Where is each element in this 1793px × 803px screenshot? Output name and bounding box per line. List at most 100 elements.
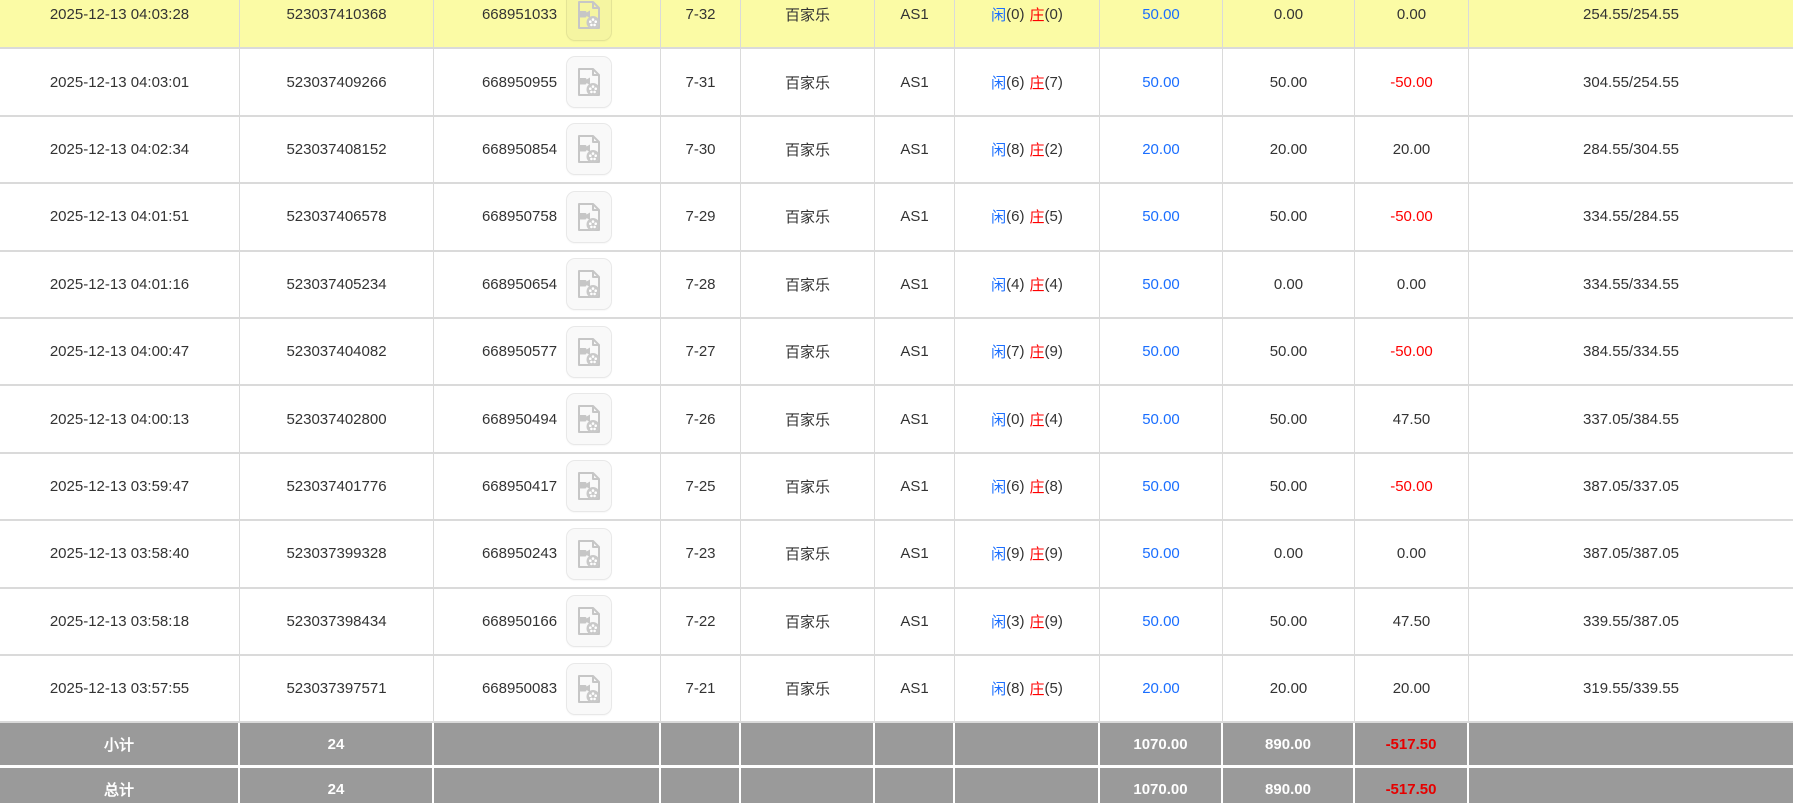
subtotal-valid: 890.00 [1223,723,1355,766]
banker-result-score: (0) [1044,6,1063,24]
video-replay-button[interactable] [566,123,613,176]
banker-result-score: (5) [1044,208,1063,226]
bet-amount-link[interactable]: 50.00 [1142,612,1180,630]
cell-bet-amount: 50.00 [1100,588,1223,654]
video-replay-button[interactable] [566,325,613,378]
bet-amount-link[interactable]: 50.00 [1142,208,1180,226]
cell-table-code: AS1 [875,0,955,48]
cell-game-id: 668950654 [434,251,661,317]
player-result-score: (4) [1006,275,1025,293]
cell-win-loss: 47.50 [1355,588,1469,654]
cell-win-loss: -50.00 [1355,318,1469,385]
cell-game-id: 668950955 [434,49,661,115]
cell-balance: 337.05/384.55 [1583,410,1679,428]
banker-result-score: (4) [1044,410,1063,428]
cell-result: 闲 (0) 庄 (4) [955,386,1100,452]
cell-win-loss: -50.00 [1355,453,1469,520]
cell-game-id: 668950417 [434,453,661,520]
cell-game-type: 百家乐 [741,453,875,520]
cell-bet-time: 2025-12-13 03:58:40 [0,521,240,587]
cell-bet-time: 2025-12-13 03:58:18 [0,588,240,654]
video-film-icon [578,674,601,703]
cell-table-code: AS1 [875,318,955,385]
cell-valid-amount: 20.00 [1223,116,1355,183]
player-result-score: (6) [1006,73,1025,91]
video-replay-button[interactable] [566,393,613,446]
cell-game-type: 百家乐 [741,0,875,48]
subtotal-spacer [1469,723,1793,765]
table-row: 2025-12-13 03:59:47 523037401776 6689504… [0,453,1793,522]
cell-game-id: 668950758 [434,184,661,250]
cell-game-id: 668950494 [434,386,661,452]
cell-balance: 334.55/334.55 [1583,275,1679,293]
subtotal-spacer [661,723,741,766]
banker-result-label: 庄 [1029,681,1045,699]
cell-bet-id: 523037408152 [240,116,434,183]
video-film-icon [578,135,601,164]
video-replay-button[interactable] [566,662,613,715]
cell-bet-id: 523037398434 [240,588,434,654]
cell-result: 闲 (6) 庄 (8) [955,453,1100,520]
cell-game-type: 百家乐 [741,116,875,183]
cell-bet-amount: 50.00 [1100,0,1223,48]
cell-balance: 334.55/284.55 [1583,208,1679,226]
cell-round: 7-31 [661,49,741,115]
cell-round: 7-27 [661,318,741,385]
player-result-label: 闲 [991,411,1007,429]
video-replay-button[interactable] [566,190,613,243]
bet-amount-link[interactable]: 20.00 [1142,140,1180,158]
bet-amount-link[interactable]: 50.00 [1142,73,1180,91]
total-spacer [875,768,955,803]
bet-amount-link[interactable]: 20.00 [1142,680,1180,698]
banker-result-score: (9) [1044,545,1063,563]
cell-win-loss: -50.00 [1355,184,1469,250]
bet-amount-link[interactable]: 50.00 [1142,477,1180,495]
cell-bet-id: 523037409266 [240,49,434,115]
video-replay-button[interactable] [566,460,613,513]
bet-amount-link[interactable]: 50.00 [1142,275,1180,293]
table-row: 2025-12-13 04:01:16 523037405234 6689506… [0,251,1793,319]
cell-win-loss: 0.00 [1355,521,1469,587]
cell-round: 7-32 [661,0,741,48]
cell-bet-time: 2025-12-13 04:01:51 [0,184,240,250]
cell-round: 7-30 [661,116,741,183]
video-replay-button[interactable] [566,595,613,648]
cell-game-type: 百家乐 [741,184,875,250]
cell-game-id: 668950083 [434,655,661,722]
video-film-icon [578,68,601,97]
cell-round: 7-29 [661,184,741,250]
video-replay-button[interactable] [566,0,613,41]
subtotal-spacer [434,723,661,766]
table-row: 2025-12-13 03:58:40 523037399328 6689502… [0,521,1793,589]
banker-result-label: 庄 [1029,478,1045,496]
cell-round: 7-23 [661,521,741,587]
cell-balance: 304.55/254.55 [1583,73,1679,91]
cell-win-loss: 20.00 [1355,116,1469,183]
total-row: 总计 24 1070.00 890.00 -517.50 [0,768,1793,803]
cell-valid-amount: 50.00 [1223,386,1355,452]
cell-bet-time: 2025-12-13 04:00:13 [0,386,240,452]
bet-amount-link[interactable]: 50.00 [1142,343,1180,361]
player-result-label: 闲 [991,478,1007,496]
cell-bet-time: 2025-12-13 04:00:47 [0,318,240,385]
player-result-score: (8) [1006,680,1025,698]
banker-result-score: (9) [1044,612,1063,630]
player-result-label: 闲 [991,276,1007,294]
bet-amount-link[interactable]: 50.00 [1142,410,1180,428]
banker-result-label: 庄 [1029,613,1045,631]
cell-bet-id: 523037410368 [240,0,434,48]
bet-amount-link[interactable]: 50.00 [1142,6,1180,24]
cell-bet-time: 2025-12-13 03:57:55 [0,655,240,722]
video-film-icon [578,202,601,231]
bet-amount-link[interactable]: 50.00 [1142,545,1180,563]
cell-valid-amount: 0.00 [1223,521,1355,587]
cell-table-code: AS1 [875,116,955,183]
cell-result: 闲 (6) 庄 (5) [955,184,1100,250]
video-replay-button[interactable] [566,258,613,311]
video-replay-button[interactable] [566,56,613,109]
video-replay-button[interactable] [566,527,613,580]
cell-game-id: 668950166 [434,588,661,654]
player-result-score: (7) [1006,343,1025,361]
cell-result: 闲 (8) 庄 (2) [955,116,1100,183]
